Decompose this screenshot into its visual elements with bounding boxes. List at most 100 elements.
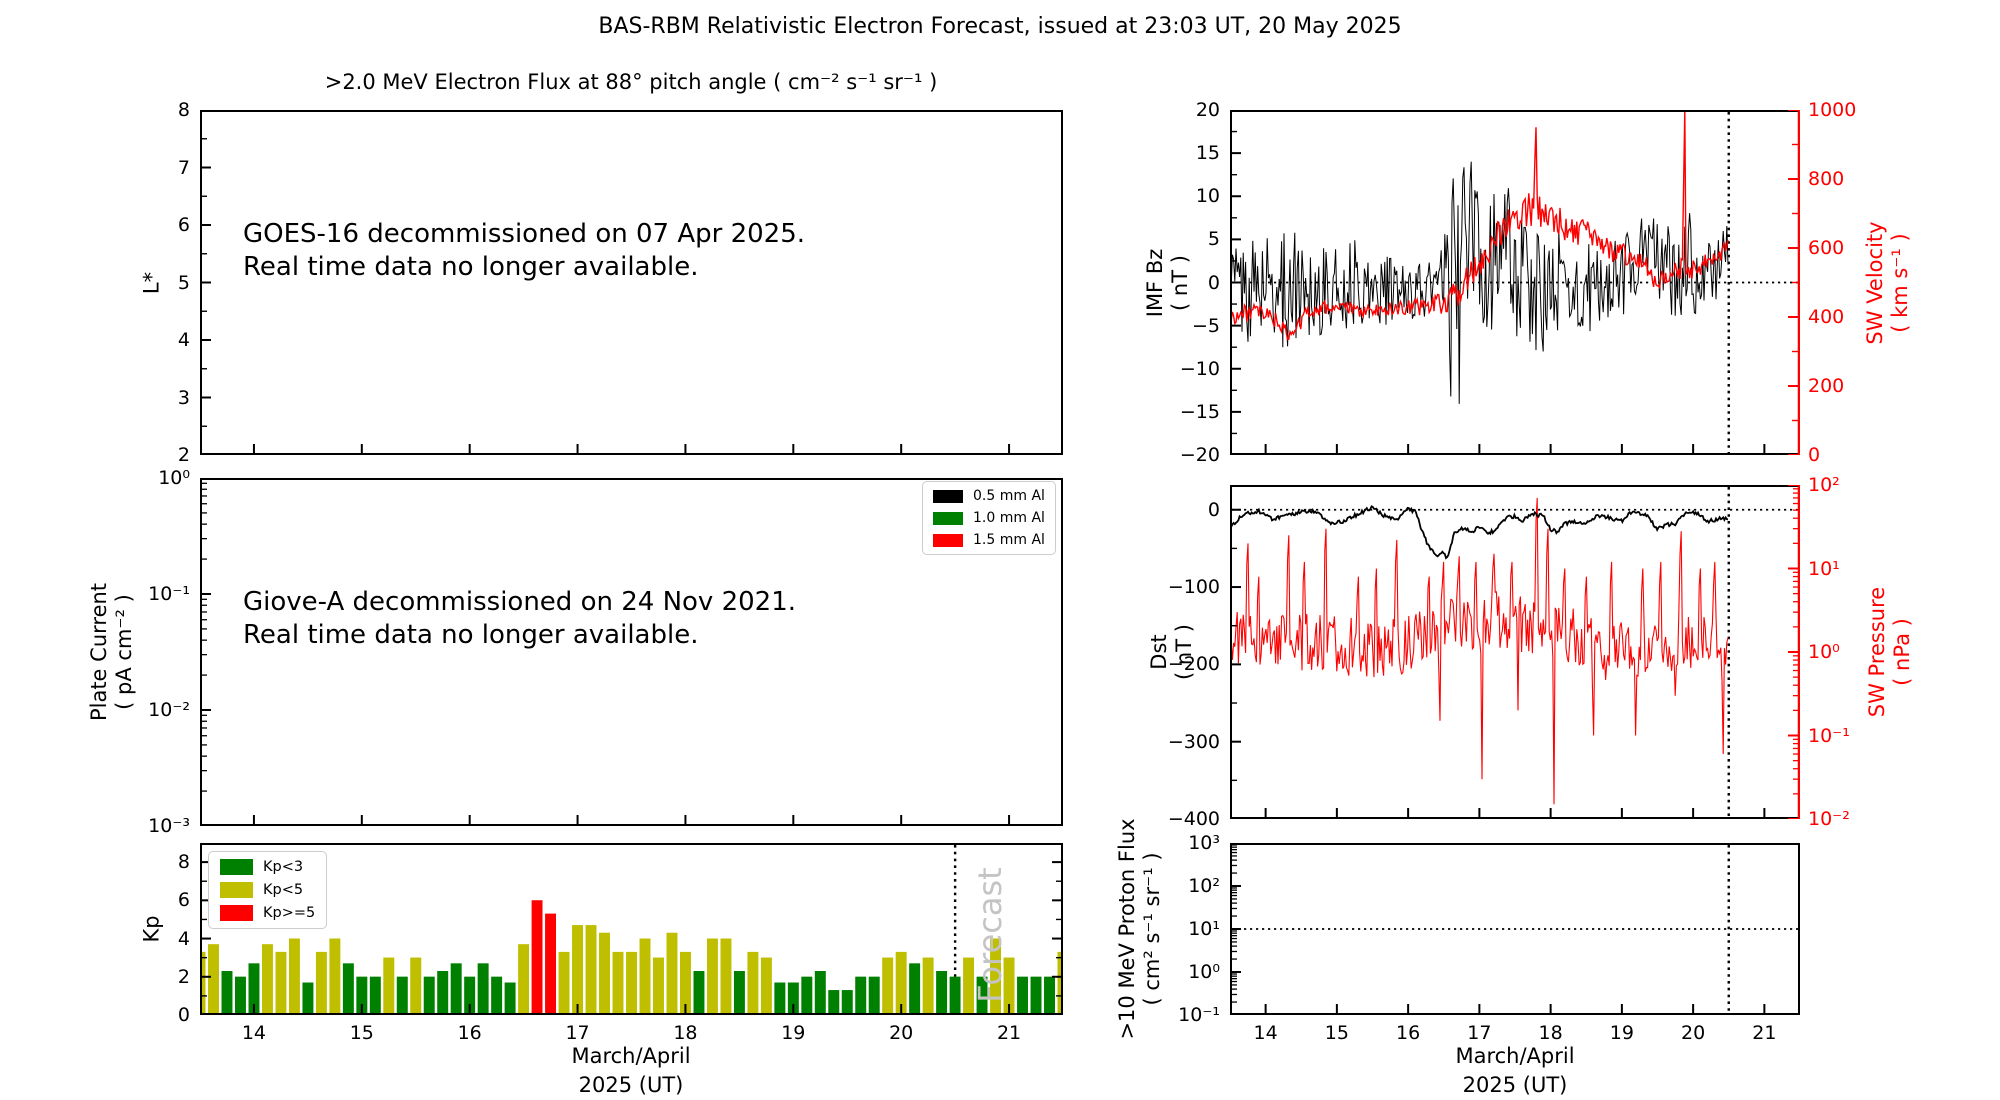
kp-bar — [895, 951, 907, 1013]
panel-kp — [200, 843, 1063, 1015]
x-tick-label: 18 — [1538, 1022, 1563, 1044]
figure-title: BAS-RBM Relativistic Electron Forecast, … — [598, 14, 1402, 39]
y-tick-label: −100 — [1167, 576, 1220, 599]
y-axis-label: Plate Current ( pA cm⁻² ) — [87, 582, 136, 722]
x-tick-label: 21 — [996, 1022, 1022, 1044]
kp-x-axis-label: March/April 2025 (UT) — [571, 1044, 691, 1097]
y-tick-label: 3 — [177, 386, 190, 409]
kp-bar — [990, 938, 1001, 1013]
kp-bar — [922, 957, 934, 1013]
x-tick-label: 19 — [781, 1022, 806, 1044]
kp-bar — [909, 963, 921, 1013]
legend-label: 1.5 mm Al — [973, 532, 1045, 548]
legend-color-swatch — [933, 533, 963, 547]
right-y-tick-label: 10² — [1808, 474, 1840, 496]
kp-bar — [882, 957, 894, 1013]
kp-bar — [828, 990, 840, 1013]
y-tick-label: −20 — [1179, 444, 1220, 466]
kp-bar — [202, 951, 206, 1013]
right-y-tick-label: 600 — [1808, 237, 1845, 259]
y-axis-label: IMF Bz ( nT ) — [1143, 248, 1192, 317]
kp-bar — [464, 976, 476, 1013]
y-tick-label: 2 — [177, 444, 190, 466]
x-tick-label: 15 — [1324, 1022, 1349, 1044]
kp-bar — [356, 976, 368, 1013]
legend-item: Kp<5 — [220, 882, 315, 898]
kp-bar — [262, 944, 273, 1013]
y-tick-label: −300 — [1167, 730, 1220, 753]
kp-bar — [383, 957, 395, 1013]
kp-bar — [1003, 957, 1015, 1013]
y-tick-label: 10⁻¹ — [148, 583, 190, 605]
kp-bar — [437, 971, 449, 1013]
legend-color-swatch — [220, 882, 253, 898]
y-tick-label: 8 — [177, 99, 190, 121]
kp-bar — [477, 963, 489, 1013]
x-tick-label: 20 — [889, 1022, 914, 1044]
kp-bar — [949, 976, 961, 1013]
panel-electron-flux — [200, 110, 1063, 455]
legend-color-swatch — [220, 859, 253, 875]
kp-bar — [680, 951, 691, 1013]
right-y-tick-label: 1000 — [1808, 99, 1857, 121]
kp-bar — [1044, 976, 1055, 1013]
y-tick-label: 10³ — [1188, 832, 1220, 854]
legend-item: 1.0 mm Al — [933, 510, 1045, 526]
giove-a-decommissioned-note: Giove-A decommissioned on 24 Nov 2021. R… — [243, 587, 797, 650]
y-tick-label: 10⁻³ — [148, 815, 190, 837]
right-y-tick-label: 400 — [1808, 306, 1845, 328]
y-tick-label: 0 — [1207, 498, 1220, 521]
right-y-axis-label: SW Pressure ( nPa ) — [1865, 586, 1914, 718]
kp-bar — [315, 951, 327, 1013]
x-tick-label: 14 — [1253, 1022, 1278, 1044]
forecast-watermark: Forecast — [971, 867, 1009, 1003]
x-tick-label: 18 — [673, 1022, 698, 1044]
kp-bar — [841, 990, 853, 1013]
x-tick-label: 21 — [1752, 1022, 1777, 1044]
y-tick-label: −15 — [1179, 400, 1220, 423]
kp-bar — [612, 951, 624, 1013]
x-tick-label: 14 — [241, 1022, 267, 1044]
kp-legend: Kp<3 Kp<5 Kp>=5 — [208, 851, 328, 929]
kp-bar — [491, 976, 503, 1013]
legend-label: Kp<3 — [263, 859, 304, 875]
y-tick-label: 5 — [177, 271, 190, 294]
kp-bar — [410, 957, 422, 1013]
y-tick-label: 10⁰ — [1188, 961, 1220, 983]
right-y-tick-label: 10⁰ — [1808, 641, 1840, 663]
kp-bar — [518, 944, 530, 1013]
legend-item: Kp>=5 — [220, 905, 315, 921]
y-tick-label: 2 — [177, 965, 190, 988]
kp-bar — [653, 957, 664, 1013]
kp-bar — [976, 976, 988, 1013]
kp-bar — [801, 976, 813, 1013]
legend-item: 0.5 mm Al — [933, 488, 1045, 504]
panel-proton-flux — [1230, 843, 1800, 1015]
kp-bar — [666, 932, 678, 1013]
kp-bar — [342, 963, 354, 1013]
imf-bz-series — [1232, 161, 1729, 404]
kp-bar — [531, 900, 543, 1013]
x-tick-label: 16 — [1396, 1022, 1421, 1044]
kp-bar — [855, 976, 867, 1013]
y-tick-label: 6 — [177, 214, 190, 236]
y-tick-label: 10¹ — [1188, 918, 1220, 940]
right-y-tick-label: 10⁻¹ — [1808, 724, 1850, 747]
y-tick-label: 10² — [1188, 875, 1220, 897]
y-tick-label: 0 — [1207, 271, 1220, 294]
y-tick-label: 7 — [177, 156, 190, 179]
y-tick-label: 10⁰ — [158, 467, 190, 489]
panel-imf-bz-sw-velocity — [1230, 110, 1800, 455]
y-tick-label: −400 — [1167, 808, 1220, 830]
right-y-tick-label: 0 — [1808, 444, 1821, 466]
y-tick-label: 8 — [177, 851, 190, 874]
kp-bar — [329, 938, 341, 1013]
kp-bar — [814, 971, 826, 1013]
kp-bar — [1030, 976, 1042, 1013]
kp-bar — [707, 938, 718, 1013]
y-tick-label: 10⁻² — [148, 699, 190, 721]
sw-velocity-series — [1232, 112, 1729, 341]
proton-x-axis-label: March/April 2025 (UT) — [1455, 1044, 1575, 1097]
y-tick-label: 20 — [1195, 99, 1220, 121]
y-tick-label: 10 — [1195, 185, 1220, 208]
